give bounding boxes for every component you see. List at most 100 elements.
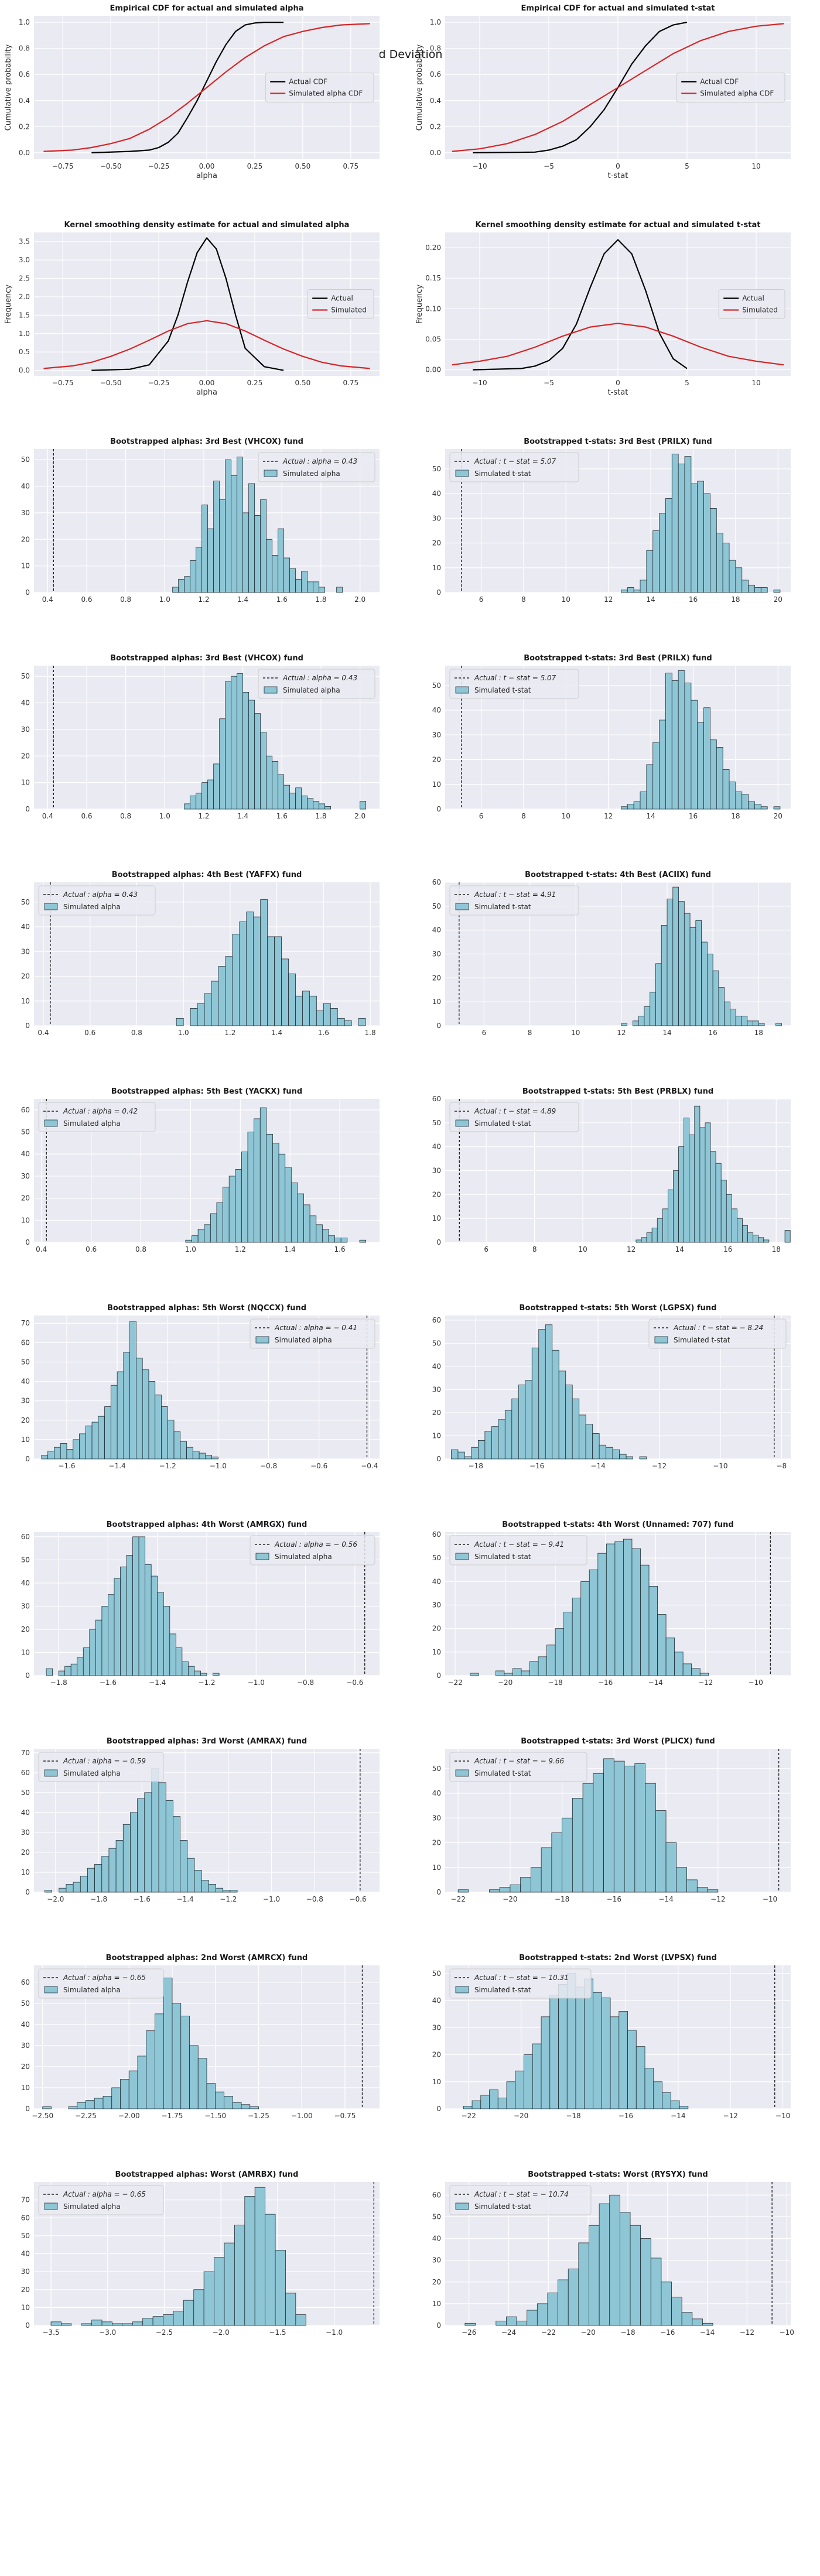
histogram-bar	[659, 720, 666, 810]
histogram-bar	[70, 1663, 78, 1676]
x-tick-label: −5	[544, 379, 554, 387]
x-tick-label: −0.75	[52, 162, 74, 170]
x-tick-label: 1.2	[235, 1245, 246, 1253]
x-tick-label: 6	[484, 1245, 488, 1253]
chart-panel-18: −22 −20 −18 −16 −14 −12 −10 0 10 20 30 40 50 Bootstra…	[432, 1737, 791, 1903]
legend-swatch	[455, 2202, 469, 2210]
histogram-bar	[653, 2081, 662, 2109]
x-tick-label: −22	[462, 2112, 476, 2120]
legend-label: Actual : t − stat = − 10.31	[474, 1974, 569, 1982]
histogram-bar	[672, 886, 679, 1026]
histogram-bar	[184, 803, 191, 810]
histogram-bar	[662, 1208, 668, 1243]
legend-swatch	[44, 1986, 58, 1993]
y-tick-label: 50	[21, 1789, 30, 1797]
chart-panel-14: −18 −16 −14 −12 −10 −8 0 10 20 30 40 50 60 Bootstrapp…	[432, 1304, 791, 1470]
histogram-bar	[593, 1773, 604, 1893]
x-tick-label: −1.4	[109, 1462, 126, 1470]
histogram-bar	[210, 1213, 217, 1243]
histogram-bar	[80, 1876, 88, 1893]
legend-label: Actual : alpha = − 0.65	[63, 2190, 146, 2198]
histogram-bar	[126, 1555, 133, 1676]
legend: Actual Simulated	[307, 289, 374, 319]
histogram-bar	[254, 2187, 266, 2326]
y-tick-label: 0.10	[425, 304, 441, 313]
histogram-bar	[551, 1832, 563, 1893]
x-tick-label: −2.0	[213, 2328, 230, 2337]
legend-label: Actual CDF	[289, 78, 327, 86]
y-tick-label: 40	[432, 1362, 441, 1371]
x-tick-label: −1.4	[177, 1895, 194, 1903]
histogram-bar	[673, 1170, 679, 1243]
series-line-sim	[43, 23, 370, 152]
y-tick-label: 50	[432, 465, 441, 473]
legend-label: Simulated alpha	[63, 903, 121, 911]
y-tick-label: 10	[432, 1648, 441, 1656]
histogram-bar	[59, 1888, 67, 1893]
histogram-bar	[621, 806, 628, 810]
histogram-bar	[547, 2292, 558, 2326]
legend-label: Actual : t − stat = − 8.24	[673, 1324, 763, 1332]
x-tick-label: −22	[447, 1678, 462, 1687]
histogram-bar	[710, 508, 717, 593]
legend-swatch	[654, 1336, 668, 1344]
histogram-bar	[313, 581, 320, 593]
legend-label: Simulated t-stat	[474, 2202, 531, 2211]
histogram-bar	[512, 1668, 522, 1676]
histogram-bar	[735, 1016, 742, 1026]
x-tick-label: −0.8	[306, 1895, 323, 1903]
histogram-bar	[735, 792, 743, 810]
x-tick-label: 1.2	[198, 595, 209, 604]
histogram-bar	[691, 700, 698, 810]
histogram-bar	[231, 475, 238, 593]
legend-label: Simulated alpha	[275, 1553, 332, 1561]
x-tick-label: −1.8	[90, 1895, 107, 1903]
histogram-bar	[224, 2242, 235, 2326]
legend-box	[38, 1102, 156, 1132]
x-tick-label: 8	[528, 1029, 532, 1037]
y-tick-label: 20	[432, 2278, 441, 2286]
x-tick-label: −5	[544, 162, 554, 170]
histogram-bar	[155, 1395, 162, 1460]
y-tick-label: 0.0	[19, 149, 30, 157]
histogram-bar	[185, 1239, 192, 1243]
histogram-bar	[253, 916, 261, 1026]
histogram-bar	[323, 1003, 331, 1026]
y-tick-label: 50	[432, 902, 441, 910]
histogram-bar	[498, 1419, 505, 1460]
y-tick-label: 40	[21, 482, 30, 491]
x-tick-label: 0.75	[343, 379, 358, 387]
histogram-bar	[665, 1638, 675, 1676]
y-tick-label: 20	[432, 974, 441, 982]
y-tick-label: 40	[432, 926, 441, 934]
chart-title: Bootstrapped t-stats: 3rd Worst (PLICX) …	[521, 1737, 715, 1746]
histogram-bar	[599, 2203, 610, 2326]
histogram-bar	[165, 1800, 173, 1893]
histogram-bar	[601, 1998, 611, 2109]
histogram-bar	[722, 543, 730, 593]
legend-box	[258, 669, 375, 699]
histogram-bar	[558, 1984, 568, 2109]
y-tick-label: 0.6	[19, 70, 30, 78]
histogram-bar	[730, 1009, 736, 1026]
histogram-bar	[115, 1840, 124, 1893]
chart-panel-10: 6 8 10 12 14 16 18 0 10 20 30 40 50 60 Bootstrapped t-…	[432, 871, 791, 1037]
histogram-bar	[640, 580, 647, 593]
histogram-bar	[737, 1218, 743, 1243]
histogram-bar	[163, 2314, 174, 2326]
x-tick-label: 1.2	[224, 1029, 235, 1037]
histogram-bar	[242, 512, 250, 593]
histogram-bar	[631, 1548, 641, 1676]
histogram-bar	[285, 2293, 296, 2326]
histogram-bar	[173, 1431, 181, 1460]
histogram-bar	[192, 1451, 200, 1460]
x-tick-label: 1.6	[334, 1245, 346, 1253]
histogram-bar	[646, 550, 654, 593]
histogram-bar	[73, 1439, 80, 1460]
y-tick-label: 60	[21, 1978, 30, 1986]
histogram-bar	[122, 2323, 133, 2326]
y-tick-label: 10	[432, 1214, 441, 1222]
histogram-bar	[655, 1810, 667, 1893]
x-tick-label: 6	[479, 812, 484, 820]
